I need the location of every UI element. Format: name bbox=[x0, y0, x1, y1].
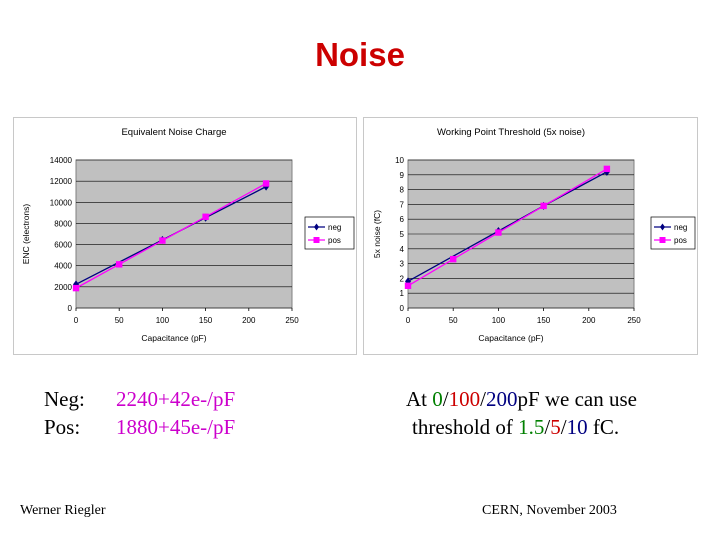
y-tick-label: 5 bbox=[400, 230, 405, 239]
y-tick-label: 8000 bbox=[54, 219, 72, 228]
y-tick-label: 0 bbox=[400, 304, 405, 313]
data-point-pos bbox=[159, 237, 166, 244]
data-point-pos bbox=[540, 202, 547, 210]
y-tick-label: 2 bbox=[400, 274, 405, 283]
x-tick-label: 150 bbox=[199, 316, 213, 325]
footer-venue: CERN, November 2003 bbox=[482, 503, 617, 518]
legend-marker-pos bbox=[313, 237, 320, 243]
data-point-pos bbox=[202, 213, 209, 220]
x-tick-label: 250 bbox=[285, 316, 299, 325]
threshold-chart-svg: Working Point Threshold (5x noise) 0 1 2 3 4 5… bbox=[372, 127, 696, 343]
thr-10: 10 bbox=[566, 415, 588, 439]
y-tick-label: 9 bbox=[400, 171, 405, 180]
legend-label-pos: pos bbox=[328, 236, 341, 245]
y-tick-label: 6000 bbox=[54, 241, 72, 250]
legend-label-pos: pos bbox=[674, 236, 687, 245]
thr-1-5: 1.5 bbox=[518, 415, 545, 439]
x-tick-label: 100 bbox=[492, 316, 506, 325]
note-prefix2: threshold of bbox=[412, 415, 519, 439]
threshold-note-line1: At 0/100/200pF we can use bbox=[406, 385, 637, 413]
slash: / bbox=[442, 387, 449, 411]
footer-author: Werner Riegler bbox=[20, 503, 106, 518]
x-axis-label: Capacitance (pF) bbox=[141, 333, 206, 343]
x-tick-label: 50 bbox=[449, 316, 458, 325]
y-tick-label: 4 bbox=[400, 245, 405, 254]
chart-title: Equivalent Noise Charge bbox=[121, 127, 226, 138]
x-tick-label: 200 bbox=[242, 316, 256, 325]
y-tick-label: 10000 bbox=[50, 198, 73, 207]
pos-label: Pos: bbox=[44, 415, 81, 439]
y-tick-label: 1 bbox=[400, 289, 405, 298]
y-tick-label: 14000 bbox=[50, 156, 73, 165]
y-tick-label: 8 bbox=[400, 186, 405, 195]
neg-label: Neg: bbox=[44, 387, 85, 411]
legend-marker-pos bbox=[659, 237, 666, 243]
note-suffix: pF we can use bbox=[517, 387, 637, 411]
note-suffix2: fC. bbox=[587, 415, 620, 439]
threshold-note-line2: threshold of 1.5/5/10 fC. bbox=[406, 413, 637, 441]
x-tick-label: 200 bbox=[582, 316, 596, 325]
enc-chart-svg: Equivalent Noise Charge02000400060008000… bbox=[21, 127, 355, 343]
slash: / bbox=[560, 415, 567, 439]
x-tick-label: 150 bbox=[537, 316, 551, 325]
slash: / bbox=[544, 415, 551, 439]
x-axis-label: Capacitance (pF) bbox=[478, 333, 543, 343]
data-point-pos bbox=[603, 165, 611, 173]
data-point-pos bbox=[404, 282, 412, 289]
y-tick-label: 12000 bbox=[50, 177, 73, 186]
chart-title: Working Point Threshold (5x noise) bbox=[437, 127, 585, 138]
data-point-pos bbox=[116, 261, 123, 268]
neg-value: 2240+42e-/pF bbox=[116, 387, 236, 411]
threshold-note: At 0/100/200pF we can use threshold of 1… bbox=[406, 385, 637, 441]
legend-marker-neg bbox=[314, 223, 319, 231]
pos-value: 1880+45e-/pF bbox=[116, 415, 236, 439]
x-tick-label: 0 bbox=[74, 316, 79, 325]
data-point-pos bbox=[450, 255, 457, 263]
data-point-pos bbox=[262, 180, 270, 187]
y-axis-label: 5x noise (fC) bbox=[372, 210, 382, 258]
plot-area bbox=[75, 159, 293, 309]
neg-formula: Neg: 2240+42e-/pF bbox=[44, 385, 235, 413]
thr-5: 5 bbox=[550, 415, 561, 439]
cap-0: 0 bbox=[432, 387, 443, 411]
y-tick-label: 10 bbox=[395, 156, 404, 165]
y-tick-label: 4000 bbox=[54, 262, 72, 271]
legend-label-neg: neg bbox=[328, 223, 341, 232]
x-tick-label: 0 bbox=[406, 316, 411, 325]
y-tick-label: 7 bbox=[400, 200, 405, 209]
x-tick-label: 50 bbox=[115, 316, 124, 325]
legend-box bbox=[304, 216, 355, 250]
legend-box bbox=[650, 216, 696, 250]
cap-100: 100 bbox=[448, 387, 481, 411]
legend-label-neg: neg bbox=[674, 223, 687, 232]
y-axis-label: ENC (electrons) bbox=[21, 204, 31, 265]
x-tick-label: 250 bbox=[627, 316, 641, 325]
x-tick-label: 100 bbox=[156, 316, 170, 325]
legend-marker-neg bbox=[660, 223, 665, 231]
data-point-pos bbox=[72, 284, 80, 292]
y-tick-label: 0 bbox=[68, 304, 73, 313]
slide-title: Noise bbox=[315, 36, 405, 73]
pos-formula: Pos: 1880+45e-/pF bbox=[44, 413, 235, 441]
slash: / bbox=[480, 387, 486, 411]
y-tick-label: 3 bbox=[400, 260, 405, 269]
y-tick-label: 6 bbox=[400, 215, 405, 224]
data-point-pos bbox=[495, 229, 502, 236]
note-prefix: At bbox=[406, 387, 433, 411]
enc-chart: Equivalent Noise Charge 0 2000 4000 6000 8000… bbox=[13, 117, 357, 355]
threshold-chart: Working Point Threshold (5x noise) 0 1 2 3 4 5… bbox=[363, 117, 698, 355]
y-tick-label: 2000 bbox=[54, 283, 72, 292]
cap-200: 200 bbox=[485, 387, 518, 411]
